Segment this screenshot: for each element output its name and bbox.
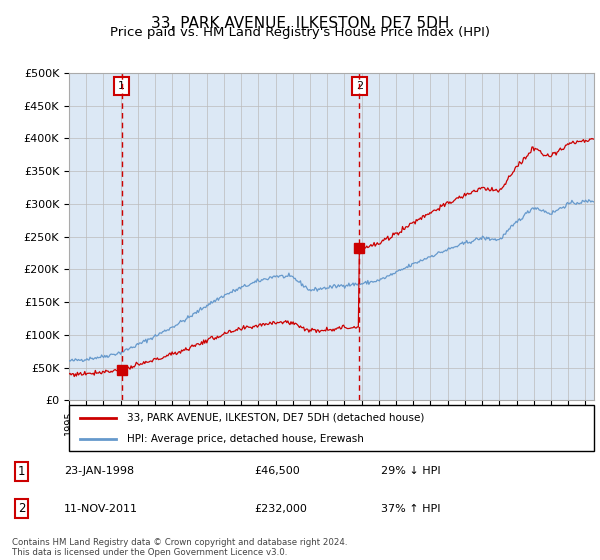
Bar — [122, 73, 359, 400]
Text: HPI: Average price, detached house, Erewash: HPI: Average price, detached house, Erew… — [127, 435, 364, 444]
Text: £232,000: £232,000 — [254, 504, 307, 514]
Text: 29% ↓ HPI: 29% ↓ HPI — [380, 466, 440, 476]
Text: 23-JAN-1998: 23-JAN-1998 — [64, 466, 134, 476]
Text: 1: 1 — [18, 465, 25, 478]
Text: 33, PARK AVENUE, ILKESTON, DE7 5DH: 33, PARK AVENUE, ILKESTON, DE7 5DH — [151, 16, 449, 31]
Text: £46,500: £46,500 — [254, 466, 299, 476]
Text: 33, PARK AVENUE, ILKESTON, DE7 5DH (detached house): 33, PARK AVENUE, ILKESTON, DE7 5DH (deta… — [127, 413, 424, 423]
Text: 1: 1 — [118, 81, 125, 91]
Text: 11-NOV-2011: 11-NOV-2011 — [64, 504, 138, 514]
Text: 2: 2 — [356, 81, 363, 91]
Text: 2: 2 — [18, 502, 25, 515]
Text: 37% ↑ HPI: 37% ↑ HPI — [380, 504, 440, 514]
Text: Contains HM Land Registry data © Crown copyright and database right 2024.
This d: Contains HM Land Registry data © Crown c… — [12, 538, 347, 557]
Text: Price paid vs. HM Land Registry's House Price Index (HPI): Price paid vs. HM Land Registry's House … — [110, 26, 490, 39]
